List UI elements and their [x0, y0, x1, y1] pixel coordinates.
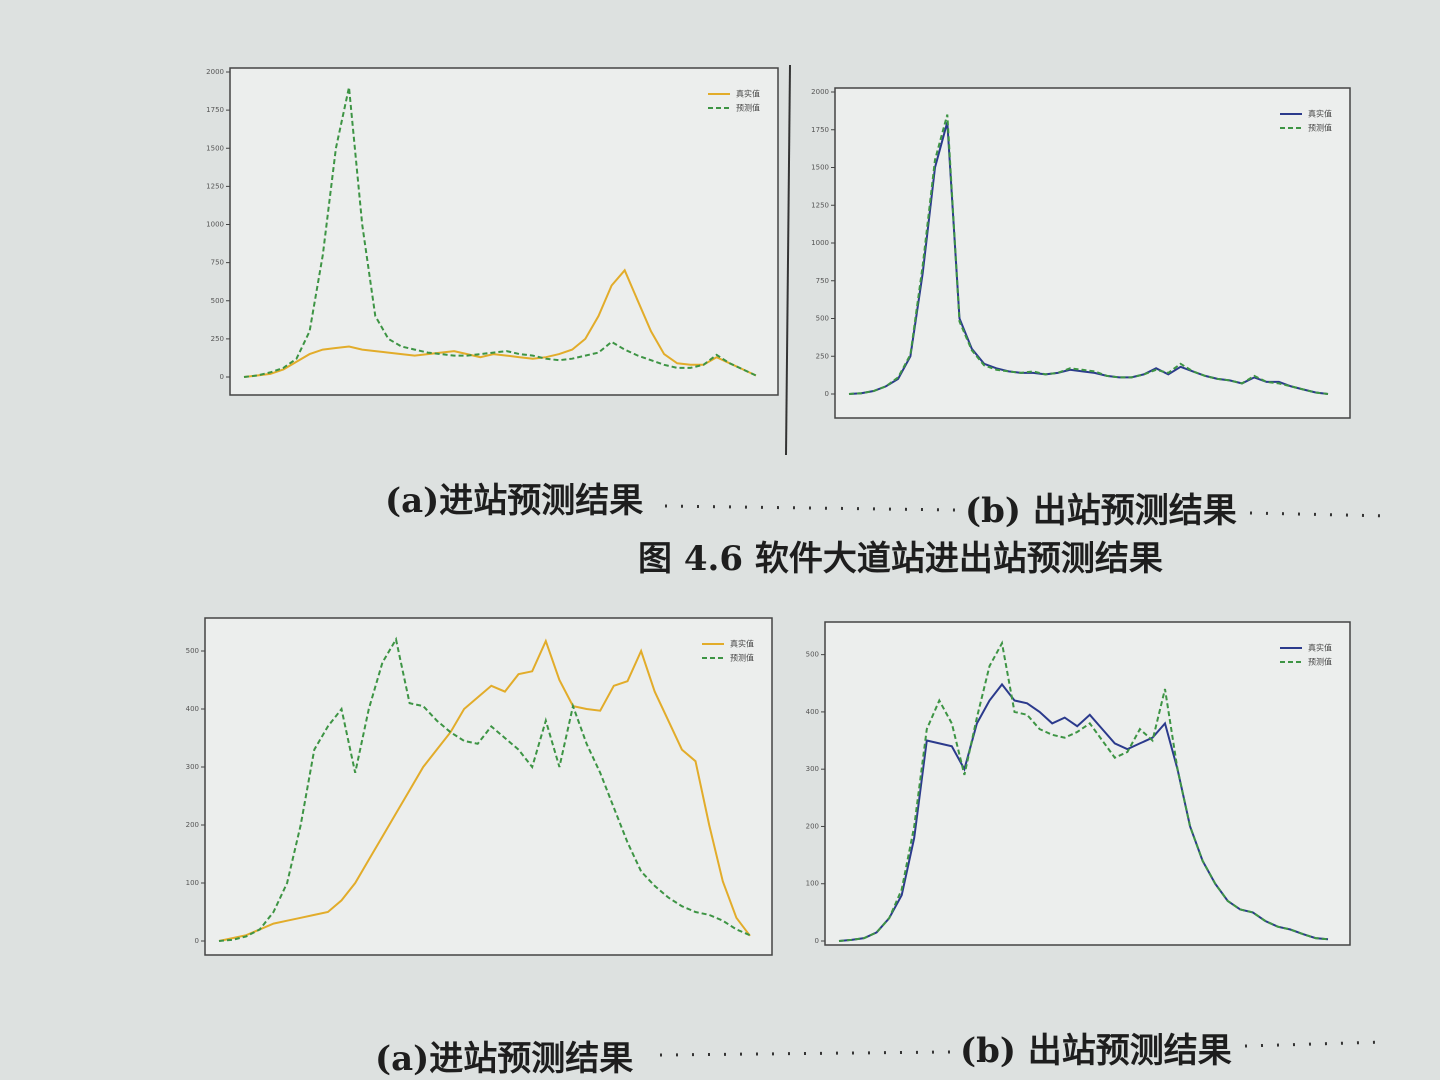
- y-tick-label: 1750: [811, 126, 829, 134]
- series-line: [218, 638, 751, 942]
- legend-label: 预测值: [1308, 657, 1332, 667]
- y-tick-label: 1000: [811, 239, 829, 247]
- y-tick-label: 100: [806, 880, 819, 888]
- plot-frame: [229, 67, 779, 396]
- y-tick-label: 1250: [206, 182, 224, 190]
- y-tick-label: 1000: [206, 221, 224, 229]
- y-tick-label: 0: [815, 937, 819, 945]
- series-line: [838, 682, 1329, 942]
- y-tick-label: 2000: [811, 88, 829, 96]
- y-tick-label: 1500: [811, 164, 829, 172]
- y-tick-label: 200: [806, 822, 819, 830]
- plot-frame: [824, 621, 1351, 946]
- y-tick-label: 750: [211, 259, 224, 267]
- y-tick-label: 100: [186, 879, 199, 887]
- caption: (a)进站预测结果: [385, 481, 643, 521]
- series-line: [243, 87, 757, 378]
- y-tick-label: 1500: [206, 144, 224, 152]
- y-tick-label: 500: [816, 315, 829, 323]
- plot-frame: [834, 87, 1351, 419]
- series-line: [218, 636, 751, 942]
- y-tick-label: 200: [186, 821, 199, 829]
- caption: (a)进站预测结果: [375, 1039, 633, 1079]
- y-tick-label: 2000: [206, 68, 224, 76]
- y-tick-label: 250: [816, 352, 829, 360]
- series-line: [848, 114, 1329, 395]
- y-tick-label: 400: [806, 708, 819, 716]
- legend-label: 真实值: [1308, 643, 1332, 653]
- legend-label: 预测值: [1308, 123, 1332, 133]
- legend-label: 预测值: [730, 653, 754, 663]
- divider: [785, 64, 791, 456]
- series-line: [838, 640, 1329, 942]
- legend-label: 真实值: [730, 639, 754, 649]
- y-tick-label: 1750: [206, 106, 224, 114]
- leader: [664, 504, 956, 512]
- y-tick-label: 500: [211, 297, 224, 305]
- leader: [659, 1050, 951, 1057]
- y-tick-label: 1250: [811, 201, 829, 209]
- y-tick-label: 0: [825, 390, 829, 398]
- y-tick-label: 250: [211, 335, 224, 343]
- caption: (b) 出站预测结果: [960, 1031, 1232, 1071]
- plot-frame: [204, 617, 773, 956]
- y-tick-label: 0: [195, 937, 199, 945]
- figure-caption: 图 4.6 软件大道站进出站预测结果: [638, 539, 1163, 579]
- legend-label: 预测值: [736, 103, 760, 113]
- y-tick-label: 0: [220, 373, 224, 381]
- y-tick-label: 750: [816, 277, 829, 285]
- y-tick-label: 500: [186, 647, 199, 655]
- legend-label: 真实值: [1308, 109, 1332, 119]
- y-tick-label: 500: [806, 651, 819, 659]
- series-line: [243, 268, 757, 378]
- y-tick-label: 400: [186, 705, 199, 713]
- caption: (b) 出站预测结果: [965, 491, 1237, 531]
- y-tick-label: 300: [806, 765, 819, 773]
- y-tick-label: 300: [186, 763, 199, 771]
- legend-label: 真实值: [736, 89, 760, 99]
